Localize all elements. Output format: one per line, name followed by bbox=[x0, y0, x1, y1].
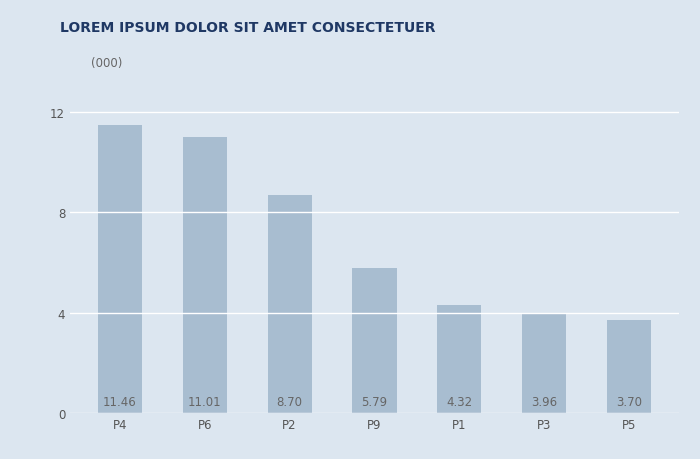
Text: (000): (000) bbox=[91, 57, 122, 70]
Bar bbox=[522, 314, 566, 413]
Text: 4.32: 4.32 bbox=[447, 396, 473, 409]
Text: 3.70: 3.70 bbox=[616, 396, 642, 409]
Text: 8.70: 8.70 bbox=[276, 396, 302, 409]
Bar bbox=[607, 320, 651, 413]
Bar bbox=[438, 305, 482, 413]
Bar bbox=[183, 137, 227, 413]
Bar bbox=[352, 268, 397, 413]
Text: LOREM IPSUM DOLOR SIT AMET CONSECTETUER: LOREM IPSUM DOLOR SIT AMET CONSECTETUER bbox=[60, 21, 435, 34]
Text: 11.46: 11.46 bbox=[103, 396, 136, 409]
Bar bbox=[267, 195, 312, 413]
Bar bbox=[98, 126, 142, 413]
Text: 3.96: 3.96 bbox=[531, 396, 557, 409]
Text: 5.79: 5.79 bbox=[361, 396, 388, 409]
Text: 11.01: 11.01 bbox=[188, 396, 221, 409]
